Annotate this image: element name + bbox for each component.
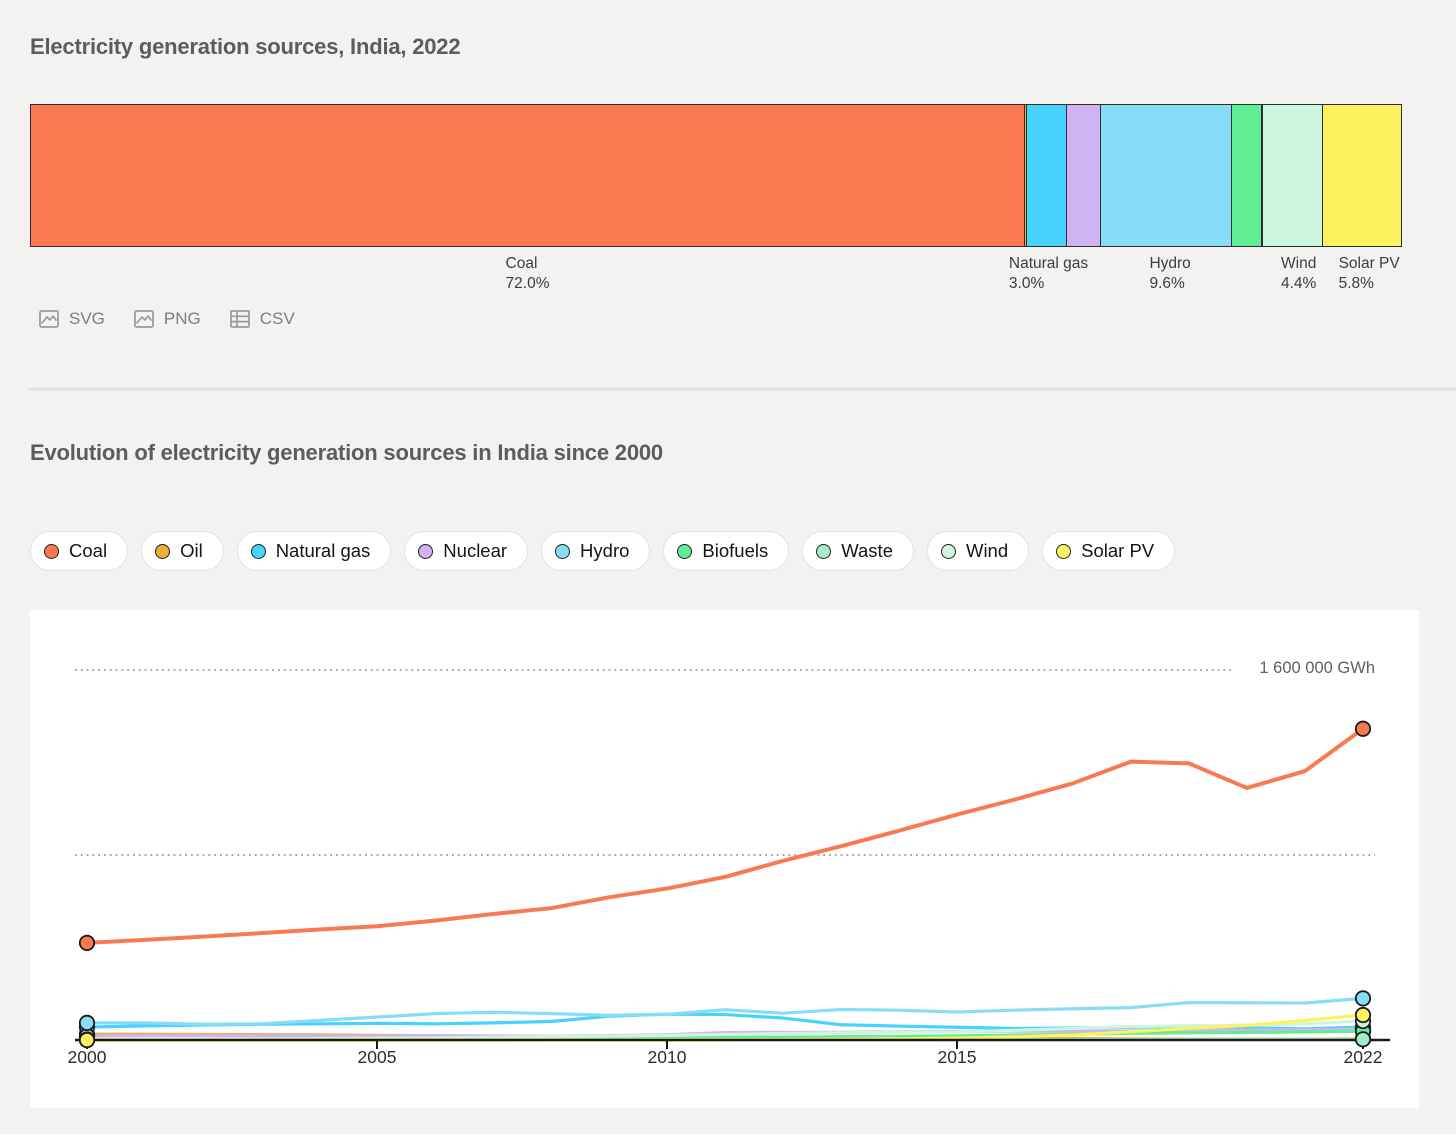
bar-label-solar-pv: Solar PV 5.8% bbox=[1339, 254, 1400, 293]
bar-segment-labels: Coal 72.0% Natural gas 3.0% Hydro 9.6% Wind 4.4… bbox=[30, 254, 1412, 302]
bar-label-wind: Wind 4.4% bbox=[1281, 254, 1316, 293]
image-icon bbox=[38, 308, 60, 330]
series-line-coal bbox=[85, 726, 1365, 945]
legend-dot-coal bbox=[44, 543, 59, 559]
endpoint-marker-solar-pv bbox=[1354, 1006, 1372, 1024]
bar-chart-title: Electricity generation sources, India, 2… bbox=[30, 34, 461, 59]
bar-label-value: 5.8% bbox=[1338, 274, 1374, 292]
legend-pill-nuclear[interactable]: Nuclear bbox=[404, 531, 529, 571]
bar-segment-coal[interactable] bbox=[30, 104, 1026, 247]
bar-segment-nuclear[interactable] bbox=[1066, 104, 1101, 247]
legend-pill-coal[interactable]: Coal bbox=[30, 531, 129, 571]
legend-pill-wind[interactable]: Wind bbox=[926, 531, 1030, 571]
legend-label: Biofuels bbox=[702, 540, 769, 561]
endpoint-marker-solar-pv bbox=[78, 1031, 96, 1049]
legend-pill-natural-gas[interactable]: Natural gas bbox=[236, 531, 392, 571]
bar-label-value: 3.0% bbox=[1008, 274, 1045, 292]
image-icon bbox=[133, 308, 155, 330]
bar-label-name: Coal bbox=[505, 255, 538, 272]
stacked-bar bbox=[30, 104, 1412, 247]
bar-segment-biofuels[interactable] bbox=[1231, 104, 1262, 247]
legend-pill-oil[interactable]: Oil bbox=[141, 531, 224, 571]
series-line-hydro bbox=[85, 996, 1365, 1026]
legend-dot-nuclear bbox=[418, 543, 434, 559]
table-icon bbox=[229, 308, 251, 330]
legend-label: Oil bbox=[180, 540, 203, 561]
bar-label-hydro: Hydro 9.6% bbox=[1149, 254, 1190, 293]
section-divider bbox=[28, 388, 1456, 391]
bar-label-value: 72.0% bbox=[505, 274, 550, 292]
legend-pill-waste[interactable]: Waste bbox=[802, 531, 914, 571]
line-chart-plot bbox=[75, 669, 1390, 1049]
legend-pill-biofuels[interactable]: Biofuels bbox=[663, 531, 790, 571]
legend-dot-natural-gas bbox=[250, 543, 266, 559]
bar-segment-wind[interactable] bbox=[1261, 104, 1323, 247]
legend-pill-hydro[interactable]: Hydro bbox=[541, 531, 651, 571]
x-tick-label-2022: 2022 bbox=[1343, 1047, 1383, 1067]
x-tick-label-2015: 2015 bbox=[937, 1047, 977, 1067]
bar-label-name: Wind bbox=[1281, 255, 1317, 272]
endpoint-marker-waste bbox=[1354, 1031, 1372, 1048]
bar-label-value: 4.4% bbox=[1281, 274, 1317, 292]
endpoint-marker-hydro bbox=[78, 1014, 96, 1031]
bar-segment-solar-pv[interactable] bbox=[1321, 104, 1402, 247]
bar-segment-natural-gas[interactable] bbox=[1025, 104, 1068, 247]
legend-label: Waste bbox=[841, 540, 893, 561]
x-tick-label-2000: 2000 bbox=[67, 1047, 107, 1067]
legend-label: Coal bbox=[69, 540, 108, 561]
legend-label: Nuclear bbox=[443, 540, 508, 561]
bar-label-name: Solar PV bbox=[1338, 255, 1400, 272]
legend-label: Solar PV bbox=[1081, 540, 1155, 561]
download-svg-button[interactable]: SVG bbox=[38, 308, 105, 330]
legend-dot-wind bbox=[940, 543, 956, 559]
gridline-value-label: 1 600 000 GWh bbox=[1255, 659, 1375, 678]
bar-label-natural-gas: Natural gas 3.0% bbox=[1009, 254, 1088, 293]
bar-label-name: Hydro bbox=[1149, 255, 1191, 272]
legend-dot-hydro bbox=[555, 543, 571, 559]
legend-dot-oil bbox=[155, 543, 171, 559]
x-tick-label-2005: 2005 bbox=[357, 1047, 397, 1067]
bar-label-name: Natural gas bbox=[1008, 255, 1089, 272]
bottom-page-strip bbox=[0, 1134, 1456, 1142]
download-png-label: PNG bbox=[163, 309, 201, 328]
bar-label-value: 9.6% bbox=[1149, 274, 1185, 292]
legend-dot-waste bbox=[816, 543, 832, 559]
line-chart-title: Evolution of electricity generation sour… bbox=[30, 440, 663, 465]
line-chart-legend: Coal Oil Natural gas Nuclear Hydro Biofuels Wa… bbox=[30, 531, 1176, 571]
x-tick-label-2010: 2010 bbox=[647, 1047, 687, 1067]
legend-label: Wind bbox=[965, 540, 1009, 561]
export-buttons-row: SVG PNG CSV bbox=[38, 308, 295, 330]
legend-label: Hydro bbox=[580, 540, 630, 561]
line-chart-card: 1 600 000 GWh 2000 2005 2010 2015 2022 bbox=[30, 610, 1419, 1108]
legend-dot-biofuels bbox=[677, 543, 693, 559]
endpoint-marker-coal bbox=[1354, 720, 1372, 737]
legend-pill-solar-pv[interactable]: Solar PV bbox=[1042, 531, 1176, 571]
endpoint-marker-coal bbox=[78, 934, 96, 951]
download-png-button[interactable]: PNG bbox=[133, 308, 201, 330]
legend-dot-solar-pv bbox=[1056, 543, 1072, 559]
legend-label: Natural gas bbox=[275, 540, 371, 561]
download-csv-button[interactable]: CSV bbox=[229, 308, 295, 330]
bar-segment-hydro[interactable] bbox=[1099, 104, 1233, 247]
download-svg-label: SVG bbox=[69, 309, 105, 328]
download-csv-label: CSV bbox=[259, 309, 295, 328]
endpoint-marker-hydro bbox=[1354, 990, 1372, 1007]
bar-label-coal: Coal 72.0% bbox=[506, 254, 550, 293]
